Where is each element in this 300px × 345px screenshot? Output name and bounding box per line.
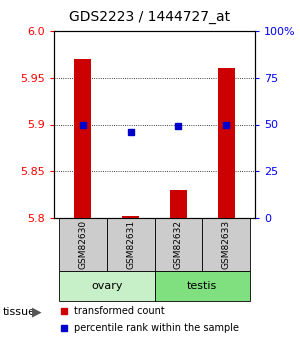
- Bar: [218, 68, 235, 218]
- Text: GSM82633: GSM82633: [222, 220, 231, 269]
- Text: ▶: ▶: [32, 306, 41, 319]
- FancyBboxPatch shape: [59, 218, 106, 272]
- Text: GSM82632: GSM82632: [174, 220, 183, 269]
- FancyBboxPatch shape: [202, 218, 250, 272]
- FancyBboxPatch shape: [154, 272, 250, 301]
- Text: GSM82630: GSM82630: [78, 220, 87, 269]
- Text: testis: testis: [187, 281, 217, 291]
- FancyBboxPatch shape: [154, 218, 202, 272]
- FancyBboxPatch shape: [106, 218, 154, 272]
- Text: ovary: ovary: [91, 281, 122, 291]
- Bar: [170, 190, 187, 218]
- Text: GSM82631: GSM82631: [126, 220, 135, 269]
- FancyBboxPatch shape: [59, 272, 154, 301]
- Bar: [122, 216, 139, 218]
- Text: percentile rank within the sample: percentile rank within the sample: [74, 323, 239, 333]
- Text: GDS2223 / 1444727_at: GDS2223 / 1444727_at: [69, 10, 231, 24]
- Text: transformed count: transformed count: [74, 306, 165, 316]
- Text: tissue: tissue: [3, 307, 36, 317]
- Bar: [74, 59, 91, 218]
